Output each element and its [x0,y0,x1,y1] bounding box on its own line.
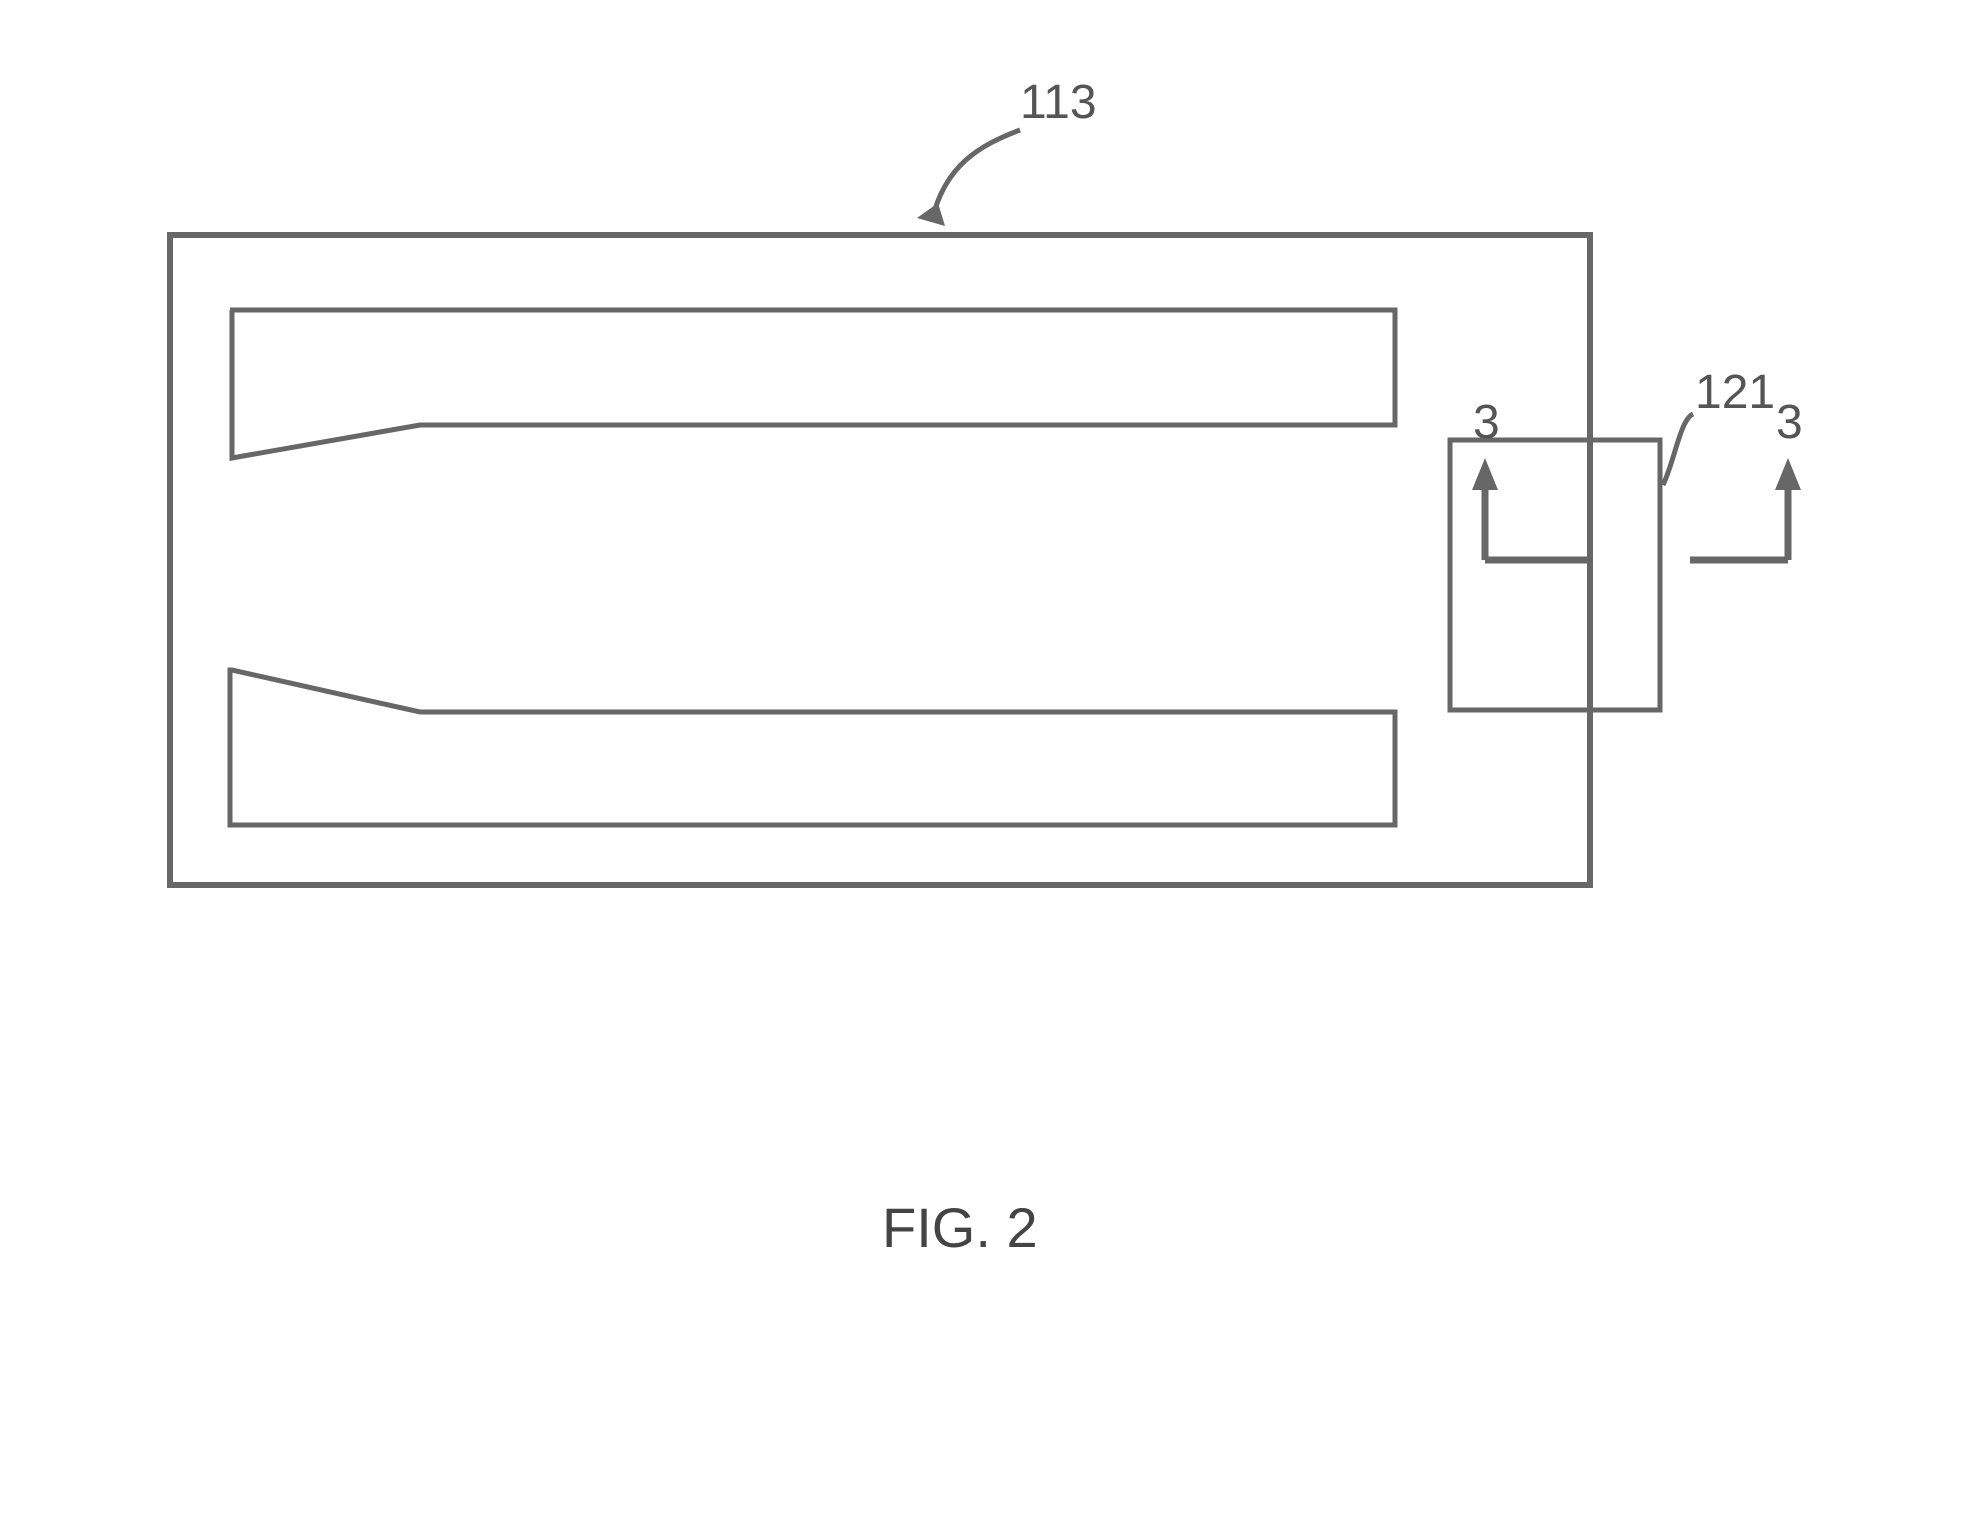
section-arrow-right-head [1775,458,1801,490]
ref-label-121: 121 [1695,365,1775,420]
section-label-3-right: 3 [1776,395,1803,450]
patent-figure-svg [0,0,1982,1525]
top-inner-bar [230,310,1395,458]
section-arrow-left-head [1472,458,1498,490]
figure-caption: FIG. 2 [882,1195,1038,1260]
bottom-inner-bar [230,670,1395,825]
leader-113 [932,130,1020,220]
leader-121 [1663,414,1693,485]
leader-113-arrowhead [917,203,945,226]
outer-rectangle [170,235,1590,885]
ref-label-113: 113 [1020,75,1097,130]
section-label-3-left: 3 [1473,395,1500,450]
